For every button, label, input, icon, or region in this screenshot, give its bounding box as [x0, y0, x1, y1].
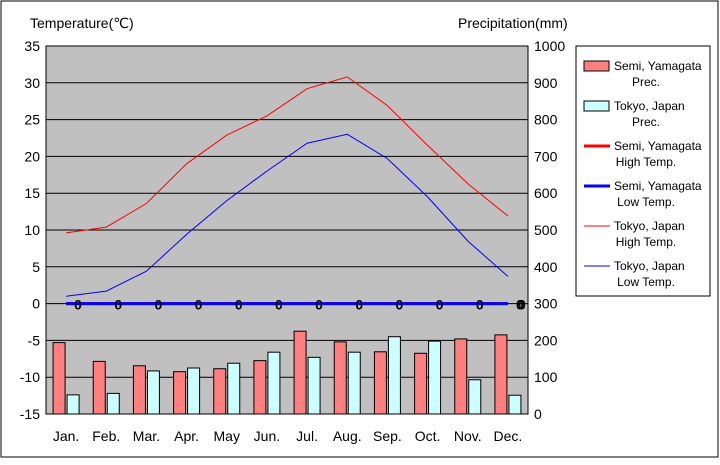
line-tokyo-japan-high-temp- — [66, 76, 509, 234]
bar-tokyo-prec — [468, 379, 482, 415]
left-tick-label: 0 — [32, 296, 40, 312]
zero-marker-label: 0 — [315, 297, 323, 313]
legend-label: Semi, Yamagata — [614, 179, 702, 193]
left-tick-label: 35 — [24, 38, 40, 54]
bar-tokyo-prec — [307, 356, 321, 415]
bar-semi-prec — [253, 360, 267, 415]
legend-label: High Temp. — [616, 155, 676, 169]
x-tick-label: Aug. — [333, 428, 362, 444]
right-tick-label: 400 — [534, 259, 558, 275]
right-tick-label: 100 — [534, 369, 558, 385]
bar-semi-prec — [373, 351, 387, 415]
left-tick-label: -15 — [20, 406, 40, 422]
bar-semi-prec — [414, 352, 428, 415]
zero-marker-label: 0 — [476, 297, 484, 313]
left-tick-label: -5 — [28, 332, 41, 348]
legend-label: Tokyo, Japan — [614, 219, 685, 233]
line-tokyo-japan-low-temp- — [66, 133, 509, 297]
legend-box — [575, 45, 711, 297]
legend-label: Tokyo, Japan — [614, 259, 685, 273]
bar-semi-prec — [293, 330, 307, 415]
bar-semi-prec — [333, 341, 347, 415]
bar-tokyo-prec — [267, 351, 281, 415]
zero-marker-label: 0 — [518, 297, 526, 313]
zero-marker-label: 0 — [275, 297, 283, 313]
bar-tokyo-prec — [347, 351, 361, 415]
zero-marker-label: 0 — [436, 297, 444, 313]
left-axis-title: Temperature(℃) — [30, 15, 134, 31]
legend-label: Prec. — [632, 115, 660, 129]
zero-marker-label: 0 — [516, 297, 524, 313]
bar-tokyo-prec — [387, 336, 401, 415]
legend-label: Tokyo, Japan — [614, 99, 685, 113]
x-tick-label: Jun. — [254, 428, 280, 444]
legend-swatch — [583, 60, 610, 72]
left-tick-label: 10 — [24, 222, 40, 238]
left-tick-label: 25 — [24, 112, 40, 128]
x-tick-label: Jan. — [53, 428, 79, 444]
x-tick-label: Apr. — [174, 428, 199, 444]
zero-marker-label: 0 — [155, 297, 163, 313]
bar-tokyo-prec — [227, 362, 241, 415]
bar-tokyo-prec — [508, 394, 522, 415]
bar-semi-prec — [494, 334, 508, 415]
x-tick-label: May — [214, 428, 240, 444]
bar-tokyo-prec — [187, 367, 201, 415]
x-tick-label: Sep. — [373, 428, 402, 444]
right-tick-label: 1000 — [534, 38, 565, 54]
left-tick-label: 20 — [24, 148, 40, 164]
zero-marker-label: 0 — [74, 297, 82, 313]
left-tick-label: -10 — [20, 369, 40, 385]
bar-semi-prec — [454, 338, 468, 415]
zero-marker-label: 0 — [235, 297, 243, 313]
legend-label: Prec. — [632, 75, 660, 89]
x-tick-label: Mar. — [133, 428, 160, 444]
zero-marker-label: 0 — [396, 297, 404, 313]
zero-marker-label: 0 — [355, 297, 363, 313]
right-tick-label: 600 — [534, 185, 558, 201]
right-tick-label: 700 — [534, 148, 558, 164]
left-tick-label: 30 — [24, 75, 40, 91]
bar-semi-prec — [213, 368, 227, 415]
right-tick-label: 0 — [534, 406, 542, 422]
right-tick-label: 300 — [534, 296, 558, 312]
bar-tokyo-prec — [106, 392, 120, 415]
right-axis-title: Precipitation(mm) — [458, 15, 568, 31]
bar-tokyo-prec — [66, 394, 80, 415]
legend-label: Semi, Yamagata — [614, 59, 702, 73]
legend-label: Low Temp. — [617, 195, 675, 209]
bar-semi-prec — [173, 371, 187, 415]
x-tick-label: Feb. — [92, 428, 120, 444]
legend: Semi, Yamagata Prec. Tokyo, Japan Prec. Semi… — [575, 45, 711, 297]
x-tick-label: Jul. — [296, 428, 318, 444]
zero-marker-label: 0 — [114, 297, 122, 313]
x-tick-label: Oct. — [415, 428, 441, 444]
right-tick-label: 900 — [534, 75, 558, 91]
right-tick-label: 200 — [534, 332, 558, 348]
x-tick-label: Dec. — [494, 428, 523, 444]
zero-marker-label: 0 — [195, 297, 203, 313]
legend-label: High Temp. — [616, 235, 676, 249]
legend-swatch — [583, 100, 610, 112]
x-tick-label: Nov. — [454, 428, 482, 444]
bar-semi-prec — [52, 342, 66, 415]
bar-semi-prec — [92, 360, 106, 415]
legend-label: Semi, Yamagata — [614, 139, 702, 153]
bar-tokyo-prec — [146, 370, 160, 415]
bar-tokyo-prec — [428, 340, 442, 415]
left-tick-label: 5 — [32, 259, 40, 275]
legend-label: Low Temp. — [617, 275, 675, 289]
bar-semi-prec — [132, 365, 146, 415]
right-tick-label: 800 — [534, 112, 558, 128]
left-tick-label: 15 — [24, 185, 40, 201]
right-tick-label: 500 — [534, 222, 558, 238]
